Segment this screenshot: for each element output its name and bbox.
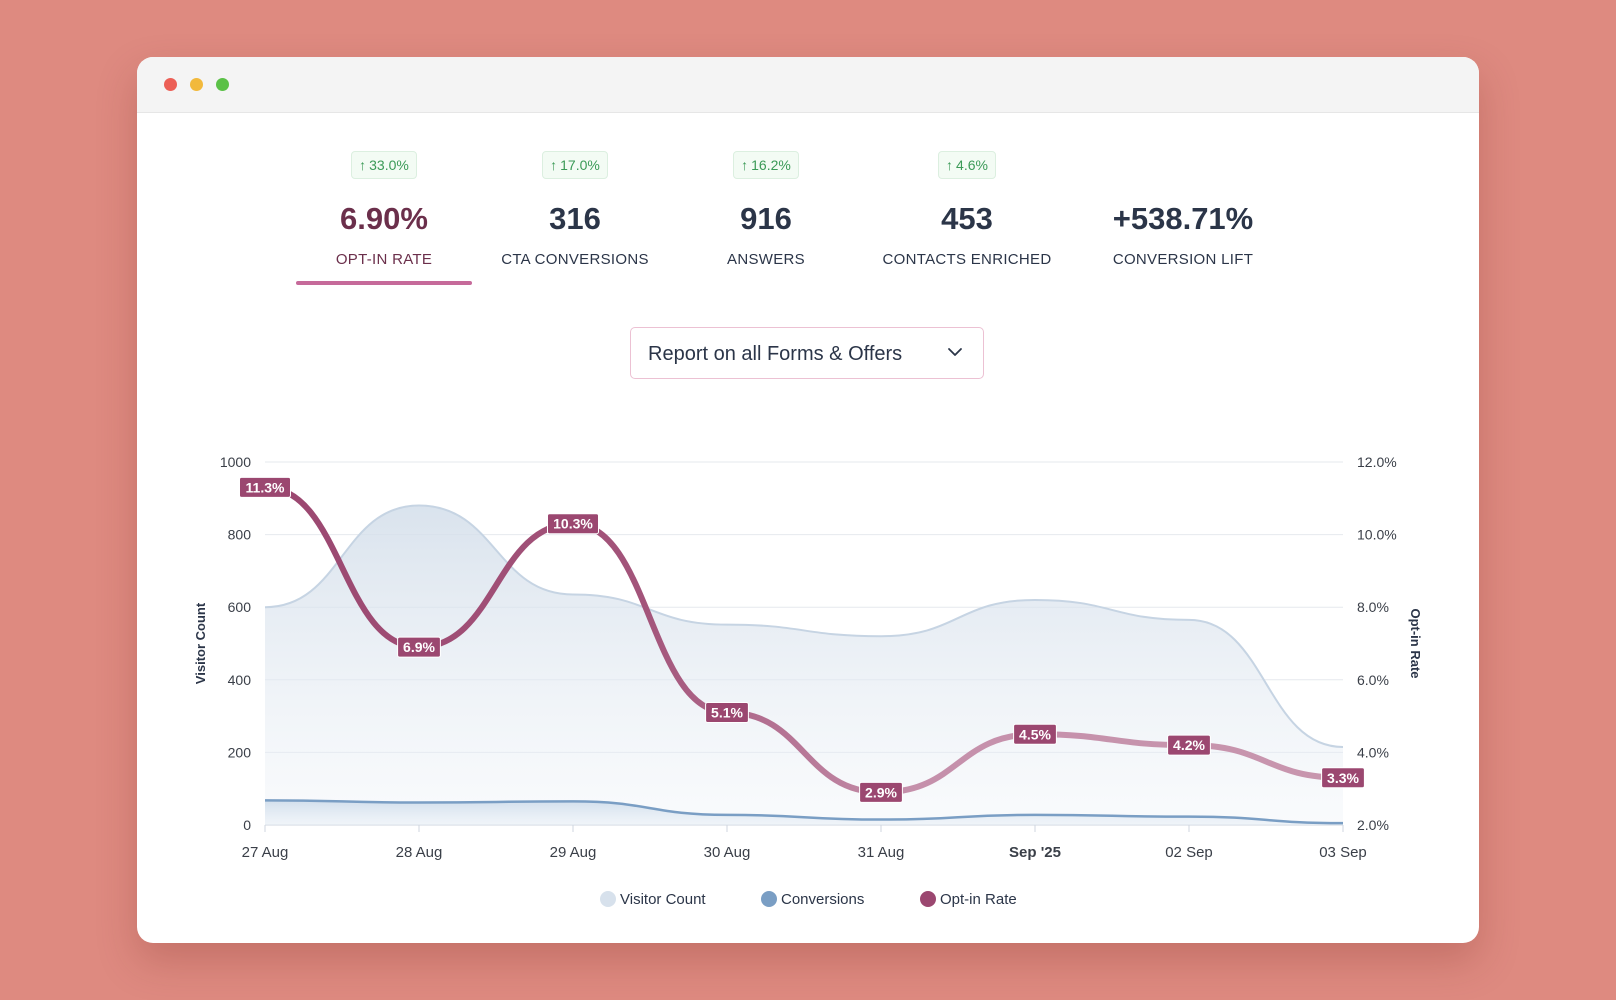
arrow-up-icon: ↑: [946, 157, 954, 173]
data-label-text: 10.3%: [553, 516, 593, 532]
conversions-area: [265, 800, 1343, 825]
y-left-tick-label: 0: [243, 817, 251, 833]
x-axis-tick-label: 29 Aug: [550, 844, 597, 861]
opt-in-data-label: 10.3%: [547, 513, 599, 535]
legend-item[interactable]: Opt-in Rate: [920, 891, 1017, 908]
chevron-down-icon: [948, 348, 962, 356]
opt-in-data-label: 4.2%: [1167, 734, 1211, 756]
metric-value: 316: [549, 201, 601, 236]
legend-swatch: [920, 891, 936, 907]
data-label-text: 4.2%: [1173, 737, 1205, 753]
combo-chart: 0 2.0% 200 4.0% 400 6.0% 600 8.0% 800 10.0% 1000 12…: [193, 454, 1423, 908]
change-badge: ↑ 16.2%: [733, 151, 799, 179]
metric-label: CONTACTS ENRICHED: [882, 251, 1052, 268]
y-left-tick-label: 800: [228, 527, 252, 543]
x-axis-tick-label: 30 Aug: [704, 844, 751, 861]
metric-cta-conversions[interactable]: ↑ 17.0% 316 CTA CONVERSIONS: [487, 151, 663, 291]
opt-in-data-label: 2.9%: [859, 781, 903, 803]
y-right-tick-label: 12.0%: [1357, 454, 1397, 470]
legend-item[interactable]: Conversions: [761, 891, 864, 908]
opt-in-data-label: 6.9%: [397, 636, 441, 658]
opt-in-data-label: 4.5%: [1013, 723, 1057, 745]
change-value: 16.2%: [751, 157, 791, 173]
data-label-box: [859, 781, 903, 803]
change-value: 33.0%: [369, 157, 409, 173]
metric-value: +538.71%: [1112, 201, 1254, 236]
metric-value: 916: [740, 201, 792, 236]
legend-swatch: [600, 891, 616, 907]
y-right-axis-title: Opt-in Rate: [1408, 608, 1423, 678]
x-axis-tick-label: 02 Sep: [1165, 844, 1213, 861]
y-left-axis-title: Visitor Count: [193, 602, 208, 684]
data-label-box: [705, 701, 749, 723]
opt-in-data-label: 3.3%: [1321, 767, 1365, 789]
data-label-box: [397, 636, 441, 658]
x-axis-tick-label: 31 Aug: [858, 844, 905, 861]
metric-label: OPT-IN RATE: [335, 251, 433, 268]
zoom-window-button[interactable]: [216, 78, 229, 91]
data-label-box: [1321, 767, 1365, 789]
legend-label: Conversions: [781, 891, 864, 908]
metric-value: 453: [941, 201, 993, 236]
window-titlebar: [137, 57, 1479, 113]
metric-conversion-lift[interactable]: +538.71% CONVERSION LIFT: [1085, 151, 1281, 291]
change-value: 17.0%: [560, 157, 600, 173]
app-window: ↑ 33.0% 6.90% OPT-IN RATE ↑ 17.0% 316 CTA …: [137, 57, 1479, 943]
x-axis-tick-label: 28 Aug: [396, 844, 443, 861]
data-label-text: 2.9%: [865, 784, 897, 800]
y-right-tick-label: 10.0%: [1357, 527, 1397, 543]
y-left-tick-label: 1000: [220, 454, 251, 470]
data-label-text: 11.3%: [246, 479, 285, 495]
data-label-text: 3.3%: [1327, 770, 1359, 786]
data-label-box: [547, 513, 599, 535]
metric-contacts-enriched[interactable]: ↑ 4.6% 453 CONTACTS ENRICHED: [869, 151, 1065, 291]
metric-opt-in-rate[interactable]: ↑ 33.0% 6.90% OPT-IN RATE: [296, 151, 472, 291]
y-right-tick-label: 6.0%: [1357, 672, 1389, 688]
y-left-tick-label: 400: [228, 672, 252, 688]
arrow-up-icon: ↑: [359, 157, 367, 173]
visitor-count-area: [265, 505, 1343, 825]
data-label-text: 6.9%: [403, 639, 435, 655]
legend-swatch: [761, 891, 777, 907]
x-axis-tick-label: 27 Aug: [242, 844, 289, 861]
change-badge: ↑ 33.0%: [351, 151, 417, 179]
arrow-up-icon: ↑: [741, 157, 749, 173]
metric-value: 6.90%: [340, 201, 428, 236]
report-selector-dropdown[interactable]: Report on all Forms & Offers: [630, 327, 984, 379]
change-value: 4.6%: [956, 157, 988, 173]
legend-label: Opt-in Rate: [940, 891, 1017, 908]
active-tab-indicator: [296, 281, 472, 285]
visitor-count-line: [264, 504, 1344, 748]
metric-label: CTA CONVERSIONS: [501, 251, 649, 268]
opt-in-data-label: 5.1%: [705, 701, 749, 723]
minimize-window-button[interactable]: [190, 78, 203, 91]
report-selector-value: Report on all Forms & Offers: [648, 343, 903, 365]
metric-label: CONVERSION LIFT: [1112, 251, 1254, 268]
arrow-up-icon: ↑: [550, 157, 558, 173]
y-right-tick-label: 4.0%: [1357, 744, 1389, 760]
x-axis-tick-label: Sep '25: [1009, 844, 1061, 861]
legend-label: Visitor Count: [620, 891, 706, 908]
x-axis-tick-label: 03 Sep: [1319, 844, 1367, 861]
close-window-button[interactable]: [164, 78, 177, 91]
data-label-box: [1167, 734, 1211, 756]
y-right-tick-label: 8.0%: [1357, 599, 1389, 615]
y-right-tick-label: 2.0%: [1357, 817, 1389, 833]
data-label-box: [239, 476, 291, 498]
change-badge: ↑ 17.0%: [542, 151, 608, 179]
conversions-line: [264, 799, 1344, 825]
legend-item[interactable]: Visitor Count: [600, 891, 706, 908]
data-label-text: 4.5%: [1019, 726, 1051, 742]
data-label-box: [1013, 723, 1057, 745]
opt-in-data-label: 11.3%: [239, 476, 291, 498]
metric-answers[interactable]: ↑ 16.2% 916 ANSWERS: [678, 151, 854, 291]
change-badge: ↑ 4.6%: [938, 151, 996, 179]
y-left-tick-label: 200: [228, 744, 252, 760]
y-left-tick-label: 600: [228, 599, 252, 615]
data-label-text: 5.1%: [711, 704, 743, 720]
metric-label: ANSWERS: [727, 251, 805, 268]
